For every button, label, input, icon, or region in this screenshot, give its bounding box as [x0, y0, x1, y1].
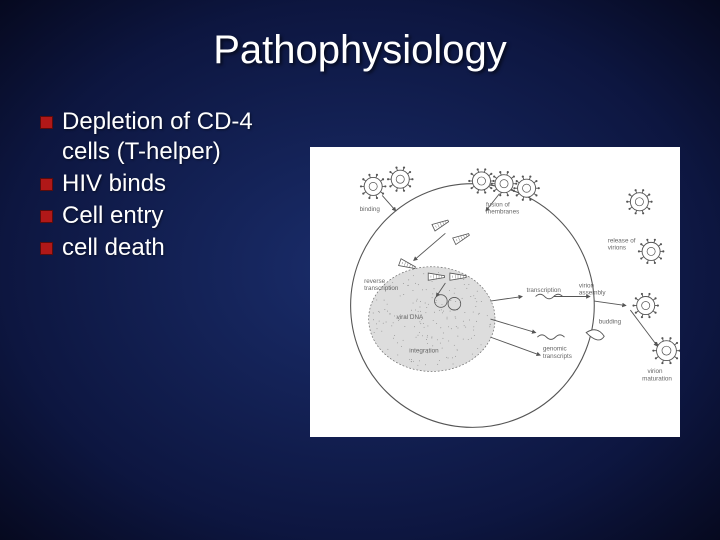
svg-text:transcripts: transcripts	[543, 353, 572, 360]
svg-text:binding: binding	[360, 206, 381, 213]
svg-text:virion: virion	[648, 368, 664, 375]
svg-text:genomic: genomic	[543, 346, 567, 353]
bullet-item: Depletion of CD-4 cells (T-helper)	[40, 107, 300, 167]
slide: Pathophysiology Depletion of CD-4 cells …	[0, 0, 720, 540]
diagram-svg: bindingfusion ofmembranesreversetranscri…	[310, 147, 680, 437]
hiv-cycle-diagram: bindingfusion ofmembranesreversetranscri…	[310, 147, 680, 437]
svg-text:budding: budding	[599, 319, 622, 326]
svg-text:reverse: reverse	[364, 278, 385, 285]
svg-text:virions: virions	[608, 245, 626, 252]
svg-text:viral DNA: viral DNA	[397, 314, 424, 321]
svg-text:transcription: transcription	[364, 285, 399, 292]
svg-text:maturation: maturation	[642, 375, 672, 382]
svg-text:assembly: assembly	[579, 290, 606, 297]
svg-text:virion: virion	[579, 282, 595, 289]
content-row: Depletion of CD-4 cells (T-helper) HIV b…	[40, 107, 680, 437]
bullet-item: HIV binds	[40, 169, 300, 199]
bullet-item: Cell entry	[40, 201, 300, 231]
bullet-list: Depletion of CD-4 cells (T-helper) HIV b…	[40, 107, 300, 265]
bullet-item: cell death	[40, 233, 300, 263]
svg-text:fusion of: fusion of	[486, 201, 510, 208]
svg-text:membranes: membranes	[486, 208, 519, 215]
slide-title: Pathophysiology	[40, 28, 680, 73]
svg-text:integration: integration	[409, 347, 439, 354]
svg-text:transcription: transcription	[527, 287, 562, 294]
svg-text:release of: release of	[608, 237, 636, 244]
